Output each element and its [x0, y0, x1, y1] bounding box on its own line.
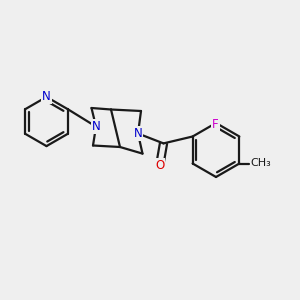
- Text: O: O: [155, 159, 164, 172]
- Text: F: F: [212, 118, 219, 131]
- Text: N: N: [42, 90, 51, 104]
- Text: CH₃: CH₃: [251, 158, 272, 169]
- Text: N: N: [92, 120, 100, 133]
- Text: N: N: [134, 127, 142, 140]
